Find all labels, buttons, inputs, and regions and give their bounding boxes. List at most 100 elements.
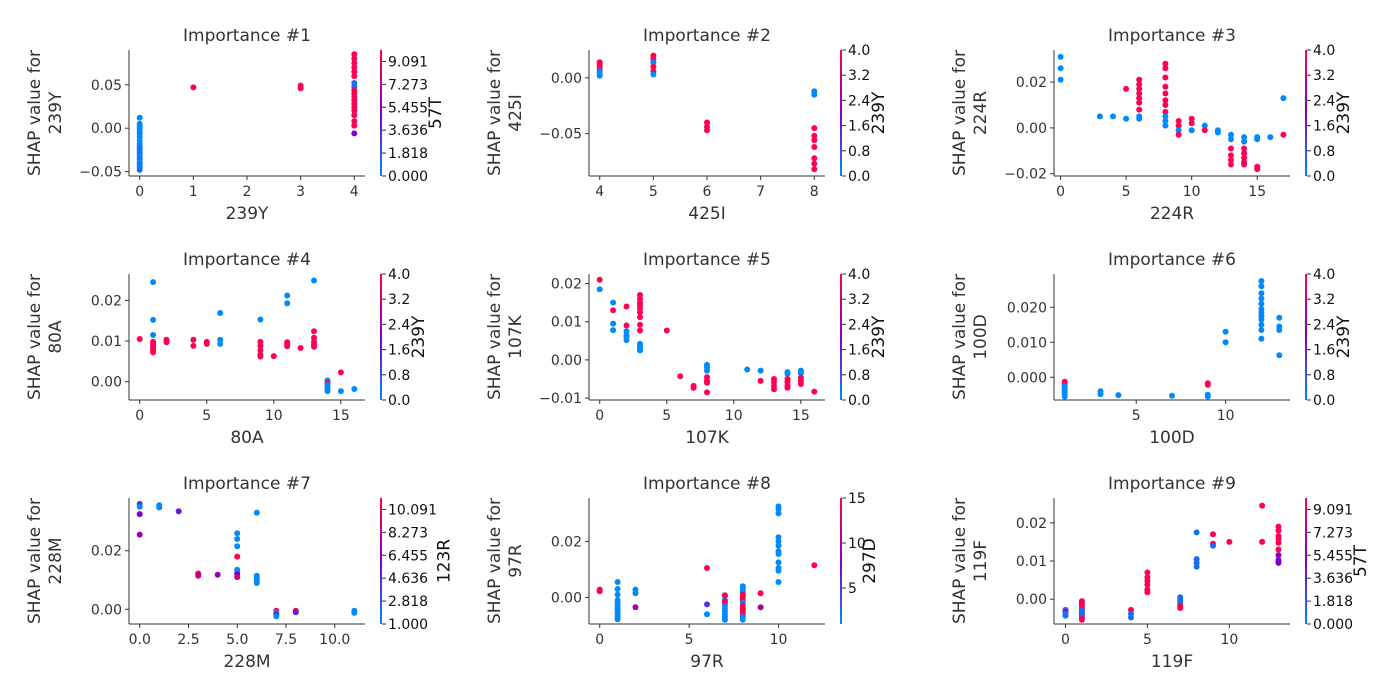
scatter-point bbox=[257, 342, 264, 349]
scatter-point bbox=[1228, 152, 1234, 159]
colorbar-tick-label: 9.091 bbox=[1313, 502, 1353, 518]
colorbar-tick-label: 0.0 bbox=[848, 393, 870, 409]
x-tick-label: 0 bbox=[135, 408, 144, 424]
scatter-point bbox=[1226, 538, 1233, 545]
y-axis-label-line: 80A bbox=[46, 320, 66, 354]
scatter-point bbox=[273, 613, 280, 620]
scatter-point bbox=[1188, 127, 1195, 134]
x-tick-label: 6 bbox=[703, 184, 712, 200]
scatter-point bbox=[637, 321, 643, 328]
scatter-point bbox=[351, 118, 358, 125]
scatter-point bbox=[1241, 134, 1248, 141]
scatter-point bbox=[234, 553, 241, 560]
scatter-point bbox=[1128, 614, 1134, 621]
colorbar-label: 239Y bbox=[409, 315, 429, 358]
scatter-point bbox=[775, 567, 782, 574]
scatter-point bbox=[1204, 393, 1211, 400]
y-tick-label: 0.02 bbox=[551, 277, 582, 293]
scatter-point bbox=[156, 504, 163, 511]
x-tick-label: 10 bbox=[265, 408, 283, 424]
scatter-point bbox=[1175, 127, 1182, 134]
scatter-point bbox=[1241, 138, 1248, 145]
y-tick-label: 0.00 bbox=[91, 375, 122, 391]
scatter-point bbox=[1136, 90, 1143, 97]
y-tick-label: 0.01 bbox=[91, 334, 122, 350]
x-tick-label: 10 bbox=[1217, 408, 1235, 424]
scatter-point bbox=[811, 155, 818, 162]
y-tick-label: 0.00 bbox=[551, 71, 582, 87]
colorbar-tick-label: 3.2 bbox=[388, 292, 410, 308]
colorbar-tick-label: 2.818 bbox=[388, 594, 428, 610]
colorbar-tick-label: 1.818 bbox=[1313, 594, 1353, 610]
scatter-point bbox=[650, 71, 657, 78]
scatter-point bbox=[811, 91, 818, 98]
scatter-point bbox=[1136, 76, 1143, 83]
colorbar-tick-label: 3.2 bbox=[1313, 292, 1335, 308]
y-axis-label-line: SHAP value for bbox=[950, 498, 970, 624]
scatter-point bbox=[1162, 90, 1169, 97]
scatter-point bbox=[351, 73, 358, 80]
scatter-point bbox=[1280, 95, 1287, 102]
scatter-point bbox=[217, 310, 224, 316]
scatter-point bbox=[1169, 392, 1175, 399]
subplot-title: Importance #9 bbox=[1108, 474, 1236, 494]
scatter-point bbox=[1201, 127, 1208, 134]
scatter-point bbox=[1136, 106, 1143, 113]
subplot-6: Importance #65 100.0000.0100.020100DSHAP … bbox=[950, 250, 1354, 448]
subplot-5: Importance #5 0 5 10 15 −0.01 0.00 0.01 0.02 107K… bbox=[485, 250, 889, 448]
scatter-point bbox=[1110, 113, 1116, 120]
scatter-point bbox=[757, 604, 764, 611]
x-tick-label: 0.0 bbox=[129, 632, 151, 648]
colorbar-label: 57T bbox=[1351, 544, 1371, 577]
scatter-point bbox=[596, 276, 603, 283]
y-axis-label-line: SHAP value for bbox=[25, 498, 45, 624]
scatter-point bbox=[1222, 339, 1229, 346]
colorbar bbox=[840, 498, 842, 624]
scatter-point bbox=[234, 543, 241, 550]
scatter-point bbox=[1258, 295, 1265, 302]
scatter-point bbox=[1228, 131, 1234, 138]
colorbar-tick-label: 3.2 bbox=[1313, 68, 1335, 84]
scatter-point bbox=[690, 384, 697, 391]
scatter-point bbox=[811, 388, 818, 395]
scatter-point bbox=[1162, 113, 1169, 120]
x-tick-label: 7 bbox=[756, 184, 765, 200]
x-tick-label: 5 bbox=[1143, 632, 1152, 648]
scatter-point bbox=[1275, 539, 1282, 546]
x-tick-label: 15 bbox=[1248, 184, 1266, 200]
x-axis-label: 100D bbox=[1149, 428, 1195, 448]
scatter-point bbox=[614, 586, 621, 592]
scatter-point bbox=[284, 343, 291, 350]
scatter-point bbox=[1258, 321, 1265, 328]
y-tick-label: 0.00 bbox=[1016, 592, 1047, 608]
scatter-point bbox=[704, 119, 710, 126]
scatter-point bbox=[811, 125, 818, 132]
colorbar-label: 239Y bbox=[869, 91, 889, 134]
scatter-point bbox=[1280, 131, 1287, 138]
scatter-point bbox=[351, 130, 358, 137]
colorbar-label: 239Y bbox=[1334, 91, 1354, 134]
scatter-point bbox=[596, 286, 603, 293]
x-axis-label: 107K bbox=[685, 428, 729, 448]
scatter-point bbox=[704, 565, 710, 571]
scatter-point bbox=[784, 384, 791, 391]
scatter-point bbox=[190, 336, 197, 343]
y-axis-label: SHAP value for80A bbox=[25, 274, 66, 400]
scatter-point bbox=[610, 299, 617, 306]
subplot-3: Importance #30 5 10 15−0.020.000.02224RSHAP… bbox=[950, 26, 1354, 224]
colorbar-tick-label: 0.0 bbox=[848, 169, 870, 185]
colorbar-tick-label: 0.0 bbox=[1313, 393, 1335, 409]
scatter-point bbox=[1276, 327, 1283, 333]
y-axis-label-line: SHAP value for bbox=[485, 50, 505, 176]
y-tick-label: −0.02 bbox=[1004, 167, 1047, 183]
y-axis-label: SHAP value for425I bbox=[485, 50, 526, 176]
colorbar-tick-label: 3.636 bbox=[388, 123, 428, 139]
y-axis-label-line: 107K bbox=[506, 314, 526, 358]
scatter-point bbox=[1258, 316, 1265, 323]
colorbar-tick-label: 0.0 bbox=[388, 393, 410, 409]
scatter-point bbox=[214, 571, 221, 578]
subplot-title: Importance #2 bbox=[643, 26, 771, 46]
scatter-point bbox=[721, 592, 728, 599]
colorbar-tick-label: 1.6 bbox=[1313, 343, 1335, 359]
